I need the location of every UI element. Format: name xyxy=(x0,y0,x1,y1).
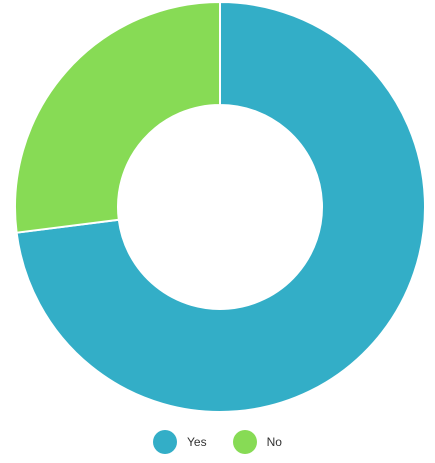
legend-label-no: No xyxy=(266,435,282,449)
legend-item-no[interactable]: No xyxy=(232,430,282,454)
legend-swatch-no xyxy=(232,430,257,454)
chart-legend: Yes No xyxy=(0,424,435,460)
donut-slice-no[interactable] xyxy=(14,0,221,234)
legend-label-yes: Yes xyxy=(187,435,207,449)
legend-item-yes[interactable]: Yes xyxy=(153,430,207,454)
donut-slice-yes[interactable] xyxy=(15,0,426,413)
legend-swatch-yes xyxy=(153,430,178,454)
donut-chart-svg xyxy=(14,0,426,413)
donut-slices xyxy=(14,0,426,413)
